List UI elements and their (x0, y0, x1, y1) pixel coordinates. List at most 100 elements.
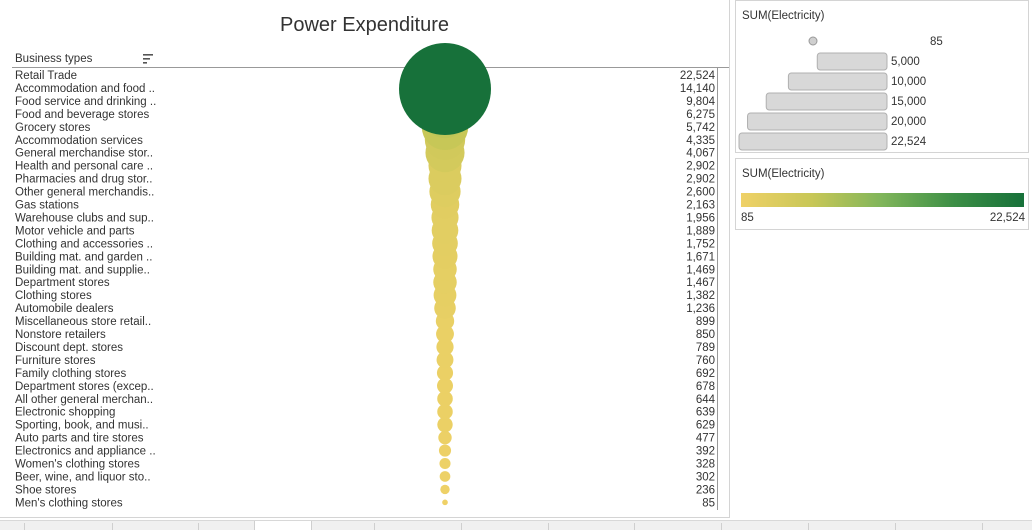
category-label[interactable]: Food service and drinking .. (15, 96, 156, 108)
value-label: 85 (702, 497, 715, 509)
category-label[interactable]: Building mat. and supplie.. (15, 264, 150, 276)
bubble-mark[interactable] (437, 377, 453, 394)
category-label[interactable]: Nonstore retailers (15, 329, 106, 341)
value-label: 14,140 (680, 83, 715, 95)
bubble-mark[interactable] (399, 43, 491, 135)
category-label[interactable]: Beer, wine, and liquor sto.. (15, 471, 151, 483)
category-label[interactable]: Accommodation and food .. (15, 83, 155, 95)
value-label: 789 (696, 342, 715, 354)
category-label[interactable]: Electronics and appliance .. (15, 446, 156, 458)
value-label: 328 (696, 459, 715, 471)
bubble-mark[interactable] (436, 364, 454, 381)
size-legend: SUM(Electricity) 85 5,000 10,000 15,000 20,0… (735, 0, 1029, 153)
value-label: 639 (696, 407, 715, 419)
bubble-mark[interactable] (438, 444, 452, 457)
value-label: 4,067 (686, 148, 715, 160)
category-label[interactable]: Health and personal care .. (15, 161, 153, 173)
bubble-mark[interactable] (437, 403, 453, 420)
category-label[interactable]: Motor vehicle and parts (15, 225, 135, 237)
category-label[interactable]: General merchandise stor.. (15, 148, 153, 160)
category-label[interactable]: Women's clothing stores (15, 459, 140, 471)
category-label[interactable]: Auto parts and tire stores (15, 433, 144, 445)
size-legend-mark (808, 36, 818, 46)
category-label[interactable]: Men's clothing stores (15, 497, 123, 509)
category-label[interactable]: Warehouse clubs and sup.. (15, 212, 154, 224)
category-label[interactable]: All other general merchan.. (15, 394, 153, 406)
chart-panel: Power Expenditure Business types Retail … (0, 0, 730, 518)
value-label: 692 (696, 368, 715, 380)
bubble-mark[interactable] (442, 499, 448, 506)
category-label[interactable]: Grocery stores (15, 122, 91, 134)
category-label[interactable]: Shoe stores (15, 484, 77, 496)
header-divider (12, 67, 729, 68)
category-label[interactable]: Electronic shopping (15, 407, 115, 419)
bubble-mark[interactable] (436, 351, 454, 369)
category-label[interactable]: Sporting, book, and musi.. (15, 420, 149, 432)
size-legend-mark (747, 112, 888, 131)
tab-separator (548, 523, 549, 530)
row-header-label: Business types (15, 53, 93, 65)
color-legend: SUM(Electricity) 85 22,524 (735, 158, 1029, 230)
chart-title: Power Expenditure (280, 14, 449, 36)
color-gradient-bar[interactable] (741, 193, 1024, 207)
category-label[interactable]: Clothing and accessories .. (15, 238, 153, 250)
tab-separator (461, 523, 462, 530)
size-legend-label: 85 (930, 36, 943, 48)
category-label[interactable]: Building mat. and garden .. (15, 251, 152, 263)
active-sheet-tab[interactable] (254, 521, 312, 530)
size-legend-shapes: 85 5,000 10,000 15,000 20,000 22,524 (738, 36, 943, 151)
value-label: 2,163 (686, 200, 715, 212)
value-label: 4,335 (686, 135, 715, 147)
tab-separator (24, 523, 25, 530)
value-label: 9,804 (686, 96, 715, 108)
value-label: 1,469 (686, 264, 715, 276)
category-label[interactable]: Discount dept. stores (15, 342, 123, 354)
category-label[interactable]: Food and beverage stores (15, 109, 150, 121)
value-label: 2,600 (686, 187, 715, 199)
value-label: 899 (696, 316, 715, 328)
category-label[interactable]: Department stores (15, 277, 110, 289)
value-label: 1,752 (686, 238, 715, 250)
value-label: 678 (696, 381, 715, 393)
value-label: 760 (696, 355, 715, 367)
size-legend-label: 5,000 (891, 56, 920, 68)
tab-separator (198, 523, 199, 530)
color-legend-max: 22,524 (989, 212, 1025, 224)
bubble-mark[interactable] (436, 325, 454, 343)
category-label[interactable]: Pharmacies and drug stor.. (15, 174, 152, 186)
color-legend-title: SUM(Electricity) (742, 168, 825, 180)
value-label: 1,236 (686, 303, 715, 315)
size-legend-label: 20,000 (891, 116, 926, 128)
bubble-mark[interactable] (436, 338, 454, 356)
sort-icon[interactable] (143, 54, 155, 64)
bubble-mark[interactable] (439, 457, 451, 470)
value-label: 477 (696, 433, 715, 445)
value-label: 2,902 (686, 161, 715, 173)
category-label[interactable]: Gas stations (15, 200, 79, 212)
bubble-mark[interactable] (438, 430, 452, 445)
category-label[interactable]: Automobile dealers (15, 303, 114, 315)
value-label: 6,275 (686, 109, 715, 121)
value-label: 302 (696, 471, 715, 483)
category-label[interactable]: Retail Trade (15, 70, 77, 82)
value-label: 644 (696, 394, 716, 406)
category-label[interactable]: Family clothing stores (15, 368, 126, 380)
category-label[interactable]: Department stores (excep.. (15, 381, 154, 393)
value-label: 5,742 (686, 122, 715, 134)
bubble-mark[interactable] (437, 416, 453, 433)
tab-separator (808, 523, 809, 530)
tab-separator (895, 523, 896, 530)
category-label[interactable]: Clothing stores (15, 290, 92, 302)
category-label[interactable]: Accommodation services (15, 135, 143, 147)
bubble-mark[interactable] (440, 484, 450, 495)
category-label[interactable]: Other general merchandis.. (15, 187, 154, 199)
bubble-mark[interactable] (439, 471, 451, 482)
category-label[interactable]: Furniture stores (15, 355, 96, 367)
category-label[interactable]: Miscellaneous store retail.. (15, 316, 151, 328)
size-legend-label: 22,524 (891, 136, 927, 148)
size-legend-title: SUM(Electricity) (742, 10, 825, 22)
bubble-mark[interactable] (437, 390, 453, 407)
tab-separator (112, 523, 113, 530)
size-legend-mark (738, 132, 888, 151)
